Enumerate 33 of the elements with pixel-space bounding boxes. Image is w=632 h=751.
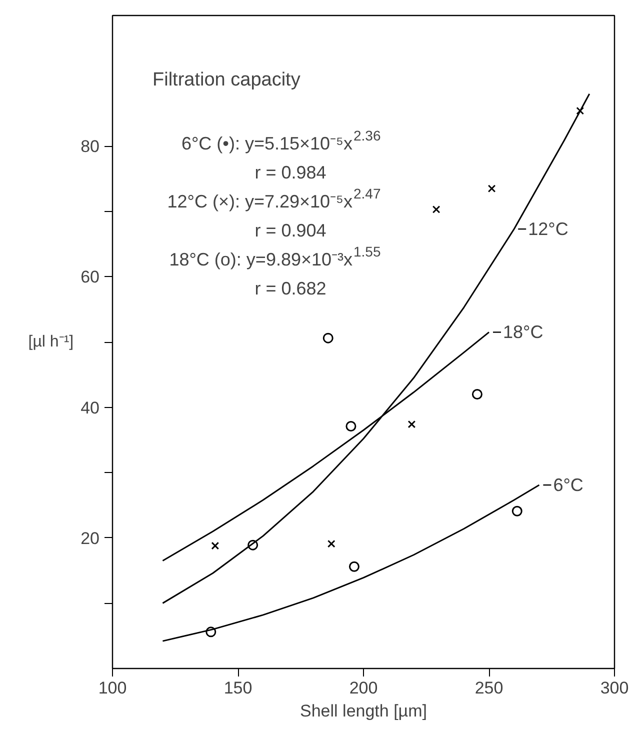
point xyxy=(488,184,496,192)
point xyxy=(346,420,356,432)
annotation: r = 0.984 xyxy=(254,162,326,182)
point xyxy=(211,542,220,550)
legend-label: 18°C xyxy=(503,322,544,342)
point xyxy=(576,106,584,115)
y-tick-label: 40 xyxy=(80,398,100,418)
x-tick-label: 250 xyxy=(474,678,504,698)
line-series xyxy=(162,93,590,604)
y-tick-label: 60 xyxy=(80,268,100,287)
point xyxy=(327,540,336,548)
y-tick-label: 20 xyxy=(80,528,100,548)
x-tick-label: 300 xyxy=(600,678,629,698)
legend-label: 6°C xyxy=(553,475,584,496)
point xyxy=(472,389,482,400)
point xyxy=(408,420,416,428)
x-axis-title: Shell length [µm] xyxy=(300,702,427,720)
x-tick-label: 150 xyxy=(224,678,252,698)
x-tick-label: 100 xyxy=(98,678,127,698)
x-tick-label: 200 xyxy=(349,678,378,698)
point xyxy=(248,540,258,550)
text: Filtration capacity xyxy=(152,70,301,90)
line-series xyxy=(162,484,540,642)
annotation: r = 0.904 xyxy=(254,220,326,240)
y-tick-label: 80 xyxy=(80,137,100,156)
annotation: r = 0.682 xyxy=(254,278,326,298)
legend-label: 12°C xyxy=(528,219,568,240)
point xyxy=(512,506,522,516)
point xyxy=(322,332,334,344)
point xyxy=(206,626,216,638)
point xyxy=(432,206,440,214)
point xyxy=(348,561,360,572)
y-axis-title: [µl h⁻¹] xyxy=(28,334,74,350)
